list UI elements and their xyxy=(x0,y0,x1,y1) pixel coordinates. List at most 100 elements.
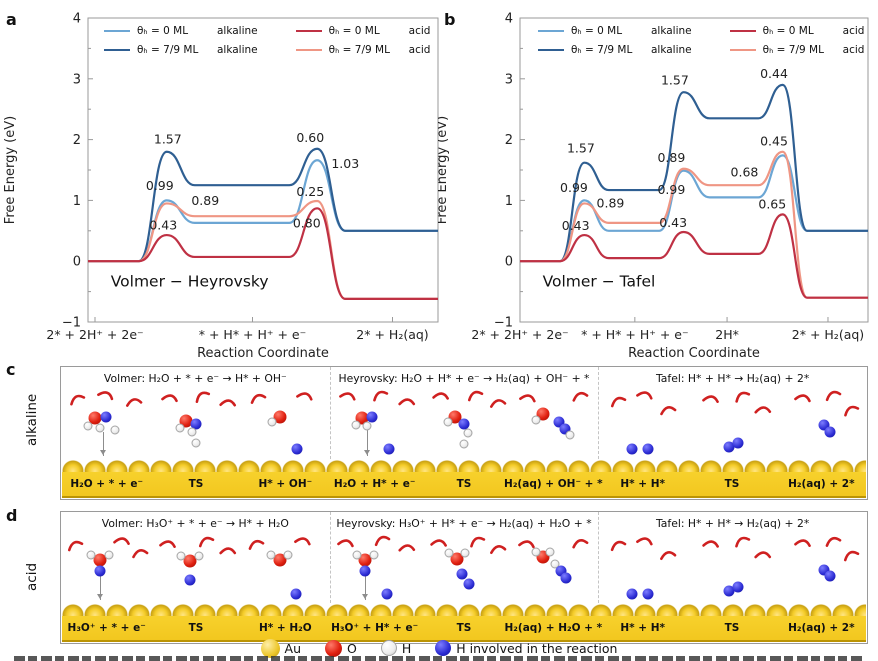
reaction-equation: Tafel: H* + H* → H₂(aq) + 2* xyxy=(655,517,810,530)
state-label: TS xyxy=(456,622,472,634)
free-energy-chart-volmer-tafel: 4 3 2 1 0 −12* + 2H⁺ + 2e⁻ * + H* + H⁺ + e⁻ 2H*… xyxy=(438,12,869,361)
water-molecule-icon xyxy=(372,390,389,402)
water-molecule-icon xyxy=(660,550,677,560)
state-label: H₂O + * + e⁻ xyxy=(70,478,143,490)
reacting-hydrogen-atom xyxy=(190,418,202,430)
reacting-hydrogen-atom xyxy=(560,572,572,584)
x-tick-label: 2* + 2H⁺ + 2e⁻ xyxy=(46,327,143,342)
hydrogen-atom xyxy=(86,550,96,560)
water-molecule-icon xyxy=(519,394,537,403)
water-molecule-icon xyxy=(572,538,589,549)
reacting-hydrogen-atom xyxy=(559,423,571,435)
water-molecule-icon xyxy=(572,392,589,403)
reacting-hydrogen-atom xyxy=(381,588,393,600)
curve-θₕ = 7/9 ML acid xyxy=(520,150,868,299)
water-molecule-icon xyxy=(610,541,627,552)
y-tick-label: 0 xyxy=(505,255,513,270)
reacting-hydrogen-atom xyxy=(732,581,744,593)
panel-letter-d: d xyxy=(6,506,18,525)
water-molecule-icon xyxy=(161,394,179,402)
hydrogen-atom xyxy=(463,428,473,438)
water-molecule-icon xyxy=(517,540,535,549)
state-label: H* + H* xyxy=(620,622,665,634)
water-molecule-icon xyxy=(159,540,177,548)
hydrogen-atom xyxy=(110,425,120,435)
atom-legend-label: O xyxy=(347,640,357,656)
reacting-hydrogen-atom xyxy=(366,411,378,423)
hydrogen-atom xyxy=(187,427,197,437)
hydrogen-atom xyxy=(531,547,541,557)
y-tick-label: 1 xyxy=(73,194,81,209)
molecule-column xyxy=(240,536,330,603)
hydrogen-atom xyxy=(443,417,453,427)
legend-tag: alkaline xyxy=(217,25,258,37)
curve-θₕ = 0 ML acid xyxy=(520,213,868,299)
x-tick-label: 2* + H₂(aq) xyxy=(356,327,428,342)
state-label: TS xyxy=(724,478,740,490)
barrier-label: 0.60 xyxy=(296,130,324,145)
reacting-hydrogen-atom xyxy=(723,441,735,453)
barrier-label: 0.99 xyxy=(560,180,588,195)
hydrogen-atom xyxy=(444,548,454,558)
gold-surface-atoms xyxy=(62,457,866,473)
state-label: H₂(aq) + H₂O + * xyxy=(504,622,603,634)
water-molecule-icon xyxy=(218,399,236,407)
chart-legend-b: θₕ = 0 ML alkaline θₕ = 7/9 ML alkaline θₕ =… xyxy=(538,25,864,56)
reacting-hydrogen-atom xyxy=(291,443,303,455)
water-molecule-icon xyxy=(336,538,354,547)
molecule-column xyxy=(61,391,151,459)
molecule-column xyxy=(777,536,867,603)
x-tick-label: 2* + H₂(aq) xyxy=(792,327,864,342)
barrier-label: 0.45 xyxy=(760,133,788,148)
reacting-hydrogen-atom xyxy=(818,564,830,575)
adsorption-arrow-icon xyxy=(97,574,104,600)
cropped-caption-strip xyxy=(14,656,864,661)
reacting-hydrogen-atom xyxy=(555,565,567,577)
reacting-hydrogen-atom xyxy=(94,565,106,577)
molecule-column xyxy=(688,536,778,603)
water-molecule-icon xyxy=(467,390,484,402)
gold-label-strip: H₃O⁺ + * + e⁻ TS H* + H₂O H₃O⁺ + H* + e⁻ TS H… xyxy=(62,616,866,642)
legend-tag: acid xyxy=(842,25,865,37)
water-molecule-icon xyxy=(113,537,130,546)
hydrogen-atom xyxy=(459,439,469,449)
barrier-label: 0.99 xyxy=(146,178,174,193)
y-tick-label: −1 xyxy=(62,316,81,331)
water-molecule-icon xyxy=(734,392,750,404)
barrier-label: 1.03 xyxy=(331,156,359,171)
hydrogen-atom xyxy=(176,551,186,561)
water-molecule-icon xyxy=(68,541,84,552)
molecule-column xyxy=(419,536,509,603)
oxygen-atom xyxy=(358,553,372,567)
water-molecule-icon xyxy=(825,390,842,402)
molecule-column xyxy=(330,535,420,603)
water-molecule-icon xyxy=(430,538,447,547)
hydrogen-atom xyxy=(83,421,93,431)
adsorption-arrow-icon xyxy=(362,574,369,600)
water-molecule-icon xyxy=(793,394,811,402)
oxygen-atom xyxy=(183,554,197,568)
hydrogen-atom xyxy=(194,551,204,561)
legend-label: θₕ = 7/9 ML xyxy=(328,44,390,56)
water-molecule-icon xyxy=(793,538,811,547)
reacting-hydrogen-atom xyxy=(818,419,830,431)
state-label: TS xyxy=(456,478,472,490)
water-molecule-icon xyxy=(70,394,86,406)
legend-item: θₕ = 7/9 ML alkaline xyxy=(104,44,258,56)
barrier-label: 0.43 xyxy=(149,217,177,232)
molecule-column xyxy=(598,391,688,459)
legend-tag: acid xyxy=(842,44,865,56)
reacting-hydrogen-atom xyxy=(642,588,654,600)
molecule-column xyxy=(509,391,599,459)
state-label: H* + H₂O xyxy=(258,622,312,634)
state-label: H* + H* xyxy=(620,478,665,490)
y-tick-label: 4 xyxy=(505,12,513,27)
water-molecule-icon xyxy=(469,537,485,548)
adsorption-arrow-icon xyxy=(364,430,371,456)
barrier-label: 1.57 xyxy=(154,132,182,147)
barrier-label: 0.89 xyxy=(597,195,625,210)
section-divider xyxy=(329,367,331,459)
oxygen-atom xyxy=(88,411,102,425)
water-molecule-icon xyxy=(825,537,842,548)
